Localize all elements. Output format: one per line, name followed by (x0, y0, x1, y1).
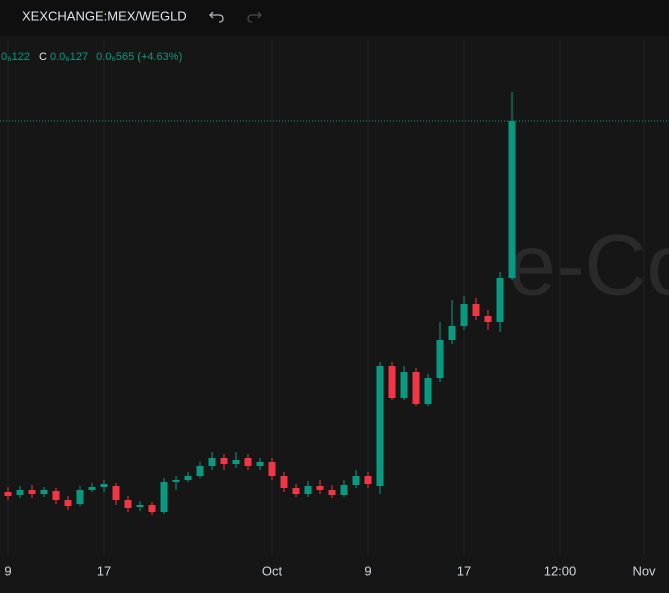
candle-body (40, 490, 48, 494)
candle-body (244, 458, 252, 466)
legend-change: 0.0₆565 (+4.63%) (96, 51, 182, 63)
candle-body (256, 462, 264, 466)
candle-body (76, 490, 84, 504)
candle-body (496, 278, 504, 322)
candle-body (484, 316, 492, 322)
candle-body (280, 476, 288, 488)
candle-body (316, 486, 324, 490)
candle-body (184, 476, 192, 480)
candle-body (16, 490, 24, 495)
candle-body (340, 485, 348, 495)
x-tick-label: 9 (4, 563, 11, 578)
x-tick-label: Oct (262, 563, 283, 578)
symbol[interactable]: XEXCHANGE:MEX/WEGLD (22, 8, 187, 23)
legend: 0₆122 C 0.0₆127 0.0₆565 (+4.63%) (1, 51, 182, 63)
candle-body (160, 482, 168, 512)
candle-body (292, 488, 300, 494)
toolbar (0, 0, 669, 36)
candle-body (124, 500, 132, 508)
legend-close-key: C (39, 51, 47, 63)
x-tick-label: 17 (457, 563, 471, 578)
x-tick-label: 12:00 (544, 563, 577, 578)
candle-body (328, 490, 336, 495)
candle-body (364, 476, 372, 484)
candle-body (436, 340, 444, 378)
candle-body (268, 462, 276, 476)
candle-body (376, 366, 384, 486)
candle-body (352, 476, 360, 485)
x-tick-label: 17 (97, 563, 111, 578)
candle-body (400, 372, 408, 398)
candle-body (112, 486, 120, 500)
candle-body (136, 505, 144, 507)
candle-body (304, 486, 312, 494)
redo[interactable] (247, 11, 262, 23)
candle-body (472, 304, 480, 316)
candle-body (100, 484, 108, 487)
candle-body (448, 326, 456, 340)
candle-body (508, 121, 516, 278)
candle-body (148, 505, 156, 512)
watermark: e-Co (508, 218, 669, 314)
candle-body (196, 466, 204, 476)
candle-body (28, 490, 36, 494)
legend-close: 0.0₆127 (50, 51, 88, 63)
candle-body (52, 491, 60, 500)
x-tick-label: 9 (364, 563, 371, 578)
candle-body (412, 372, 420, 404)
candle-body (172, 480, 180, 482)
candle-body (64, 500, 72, 506)
x-tick-label: Nov (632, 563, 656, 578)
undo[interactable] (209, 11, 224, 23)
legend-open: 0₆122 (1, 51, 30, 63)
candle-body (424, 378, 432, 404)
candle-body (220, 458, 228, 464)
candle-body (208, 458, 216, 466)
candle-body (4, 492, 12, 496)
plot (0, 40, 669, 555)
candle-body (232, 460, 240, 464)
candle-body (388, 366, 396, 398)
candle-body (460, 304, 468, 326)
candle-body (88, 487, 96, 490)
